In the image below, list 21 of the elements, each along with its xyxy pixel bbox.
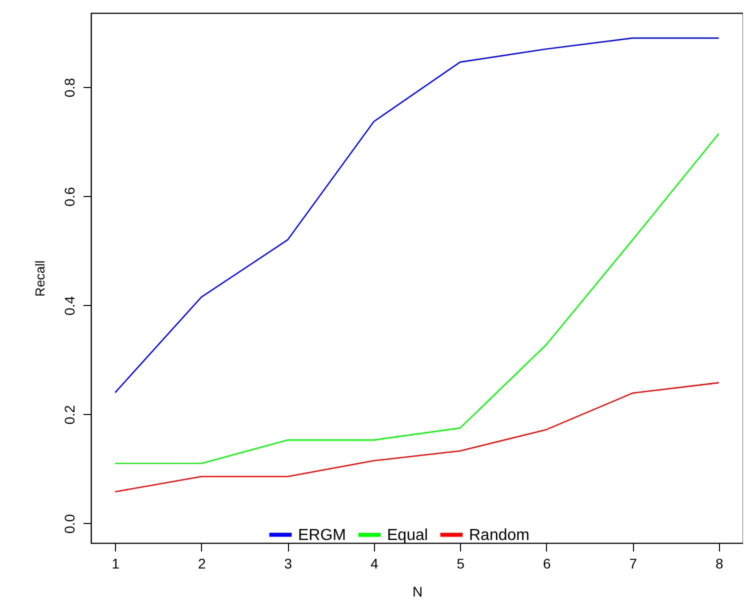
- x-axis-title: N: [412, 584, 423, 600]
- x-tick-label: 1: [112, 556, 120, 572]
- line-series: [114, 132, 720, 464]
- y-tick-label: 0.8: [62, 78, 78, 98]
- x-tick-label: 3: [284, 556, 292, 572]
- y-axis-title: Recall: [32, 260, 48, 297]
- y-tick-label: 0.0: [62, 514, 78, 534]
- x-tick-label: 5: [456, 556, 465, 572]
- legend-label: ERGM: [298, 526, 346, 544]
- x-tick-label: 8: [715, 556, 724, 572]
- x-tick-label: 2: [198, 556, 206, 572]
- line-series: [114, 37, 720, 394]
- x-tick-label: 6: [542, 556, 551, 572]
- y-tick-label: 0.4: [62, 296, 78, 316]
- x-tick-label: 7: [629, 556, 638, 572]
- line-series: [114, 382, 720, 492]
- y-tick-label: 0.6: [62, 186, 78, 206]
- legend-label: Equal: [387, 526, 428, 544]
- y-tick-label: 0.2: [62, 404, 78, 425]
- x-tick-label: 4: [370, 556, 378, 572]
- legend-label: Random: [469, 526, 530, 544]
